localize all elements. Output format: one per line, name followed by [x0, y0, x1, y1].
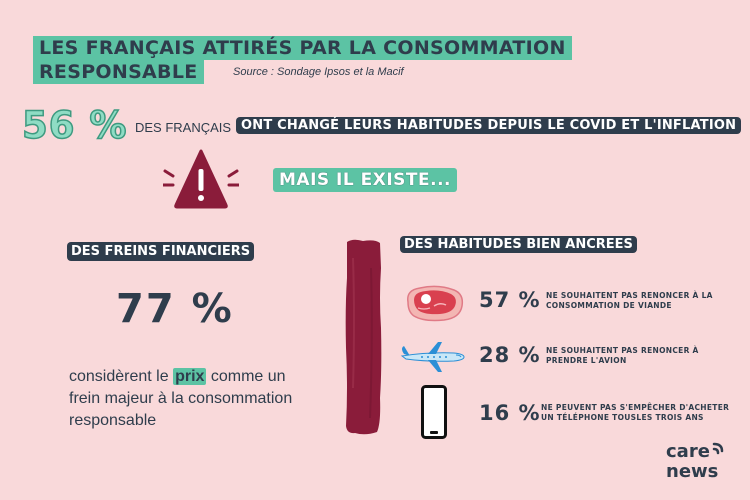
- habit-percent-3: 16 %: [479, 401, 541, 425]
- brush-divider: [343, 238, 383, 436]
- source-note: Source : Sondage Ipsos et la Macif: [233, 66, 404, 78]
- freins-text-after: comme un frein majeur à la consommation …: [69, 368, 293, 429]
- title-line-2: RESPONSABLE: [33, 60, 204, 84]
- habit-percent-2: 28 %: [479, 343, 541, 367]
- habit-description-2-line-1: NE SOUHAITENT PAS RENONCER À: [546, 346, 699, 355]
- wave-icon: [712, 442, 726, 462]
- carenews-logo: care news: [666, 442, 726, 481]
- airplane-icon: [398, 340, 466, 374]
- meat-icon: [404, 284, 466, 324]
- habit-description-2-line-2: PRENDRE L'AVION: [546, 356, 627, 365]
- freins-text-before: considèrent le: [69, 368, 169, 385]
- habit-description-1-line-2: CONSOMMATION DE VIANDE: [546, 301, 672, 310]
- logo-line-2: news: [666, 461, 719, 482]
- smartphone-icon: [421, 385, 447, 439]
- transition-tag: MAIS IL EXISTE...: [273, 168, 458, 192]
- headline-prefix: DES FRANÇAIS: [135, 120, 232, 135]
- page-title: LES FRANÇAIS ATTIRÉS PAR LA CONSOMMATION…: [33, 36, 585, 84]
- freins-description: considèrent le prix comme un frein majeu…: [69, 366, 299, 432]
- habit-description-3: NE PEUVENT PAS S'EMPÊCHER D'ACHETER UN T…: [541, 403, 729, 423]
- logo-line-1: care: [666, 441, 710, 462]
- habit-description-3-line-1: NE PEUVENT PAS S'EMPÊCHER D'ACHETER: [541, 403, 730, 412]
- warning-icon: [161, 149, 241, 209]
- title-line-1: LES FRANÇAIS ATTIRÉS PAR LA CONSOMMATION: [33, 36, 572, 60]
- freins-heading: DES FREINS FINANCIERS: [67, 242, 255, 261]
- headline-percent: 56 %: [21, 103, 128, 148]
- headline-highlight: ONT CHANGÉ LEURS HABITUDES DEPUIS LE COV…: [236, 117, 742, 134]
- habit-description-2: NE SOUHAITENT PAS RENONCER À PRENDRE L'A…: [546, 346, 699, 366]
- habit-percent-1: 57 %: [479, 288, 541, 312]
- habit-description-1-line-1: NE SOUHAITENT PAS RENONCER À LA: [546, 291, 713, 300]
- habit-description-1: NE SOUHAITENT PAS RENONCER À LA CONSOMMA…: [546, 291, 713, 311]
- freins-text-highlight: prix: [173, 368, 207, 385]
- habitudes-heading: DES HABITUDES BIEN ANCREES: [400, 236, 637, 253]
- habit-description-3-line-2: UN TÉLÉPHONE TOUSLES TROIS ANS: [541, 413, 704, 422]
- freins-percent: 77 %: [116, 286, 234, 332]
